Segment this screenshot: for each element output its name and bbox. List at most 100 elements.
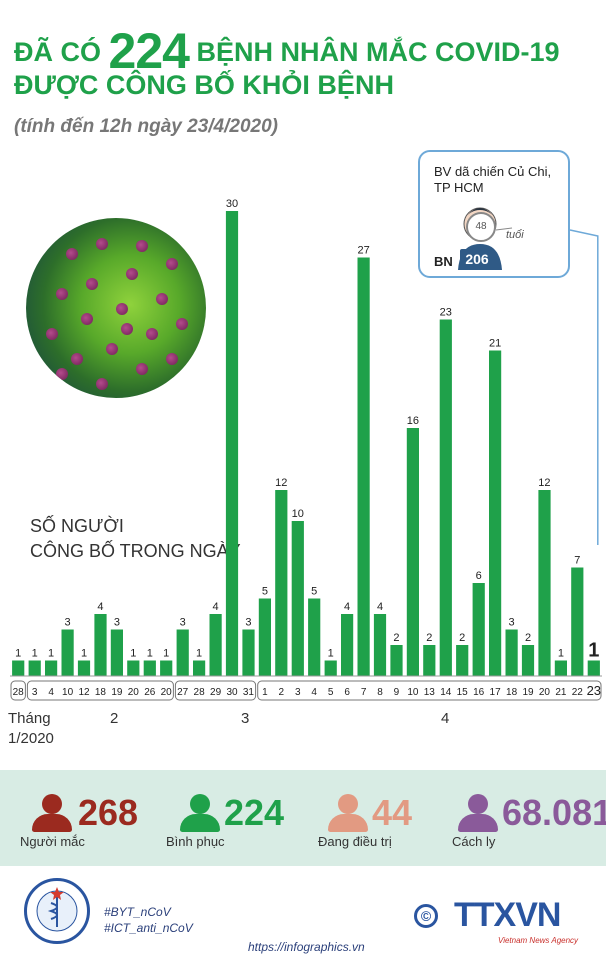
headline: ĐÃ CÓ 224 BỆNH NHÂN MẮC COVID-19 (14, 22, 560, 80)
virus-spike (136, 363, 148, 375)
bar (12, 660, 25, 676)
data-label: 23 (440, 307, 452, 319)
virus-illustration (26, 218, 206, 398)
x-tick-label: 26 (144, 687, 156, 698)
virus-spike (56, 368, 68, 380)
month-bracket (257, 680, 602, 701)
bar (373, 614, 387, 676)
bn-number: 206 (460, 249, 494, 269)
data-label: 6 (476, 570, 482, 582)
x-tick-label: 21 (555, 687, 567, 698)
data-label: 5 (262, 586, 268, 598)
x-tick-label: 19 (522, 687, 534, 698)
bar (225, 211, 239, 676)
virus-spike (96, 378, 108, 390)
data-label: 3 (114, 617, 120, 629)
x-tick-label: 10 (407, 687, 419, 698)
stat-quarantine-value: 68.081 (502, 792, 606, 833)
virus-spike (81, 313, 93, 325)
bar (571, 567, 584, 676)
virus-spike (71, 353, 83, 365)
stat-infected-value: 268 (78, 792, 139, 833)
data-label: 1 (196, 648, 202, 660)
age-badge: 48 (466, 212, 496, 242)
x-tick-label: 8 (377, 687, 383, 698)
source-link[interactable]: https://infographics.vn (248, 940, 365, 954)
data-label: 10 (292, 508, 304, 520)
bar (160, 660, 173, 676)
stat-treating-label: Đang điều trị (318, 834, 392, 849)
bar (193, 660, 206, 676)
month-label-2: 2 (110, 710, 119, 727)
person-icon (326, 794, 370, 834)
x-tick-label: 5 (328, 687, 334, 698)
data-label: 3 (509, 617, 515, 629)
data-label: 5 (311, 586, 317, 598)
x-tick-label: 3 (32, 687, 38, 698)
virus-spike (176, 318, 188, 330)
data-label: 1 (328, 648, 334, 660)
bn-label: BN (434, 254, 453, 269)
bar (357, 257, 370, 676)
copyright-icon: © (414, 904, 438, 928)
virus-spike (146, 328, 158, 340)
hashtag-byt[interactable]: #BYT_nCoV (104, 905, 171, 919)
bar (472, 583, 485, 676)
bar (110, 629, 123, 676)
data-label: 1 (48, 648, 54, 660)
x-tick-label: 9 (394, 687, 400, 698)
data-label: 12 (538, 477, 550, 489)
data-label: 2 (525, 632, 531, 644)
bar (308, 598, 321, 676)
ministry-of-health-logo (24, 878, 90, 944)
data-label: 1 (32, 648, 38, 660)
data-label: 1 (588, 640, 599, 662)
bar (291, 521, 304, 676)
month-bracket (10, 680, 26, 701)
callout-text: BV dã chiến Củ Chi, TP HCM (434, 164, 552, 195)
hashtag-ict[interactable]: #ICT_anti_nCoV (104, 921, 193, 935)
data-label: 4 (344, 601, 350, 613)
data-label: 12 (275, 477, 287, 489)
x-tick-label: 23 (587, 683, 601, 698)
data-label: 7 (574, 555, 580, 567)
headline-line2: ĐƯỢC CÔNG BỐ KHỎI BỆNH (14, 70, 394, 100)
hashtags: #BYT_nCoV #ICT_anti_nCoV (104, 904, 193, 936)
virus-spike (96, 238, 108, 250)
bar (45, 660, 58, 676)
virus-spike (136, 240, 148, 252)
x-tick-label: 17 (490, 687, 502, 698)
x-tick-label: 18 (506, 687, 518, 698)
data-label: 30 (226, 198, 238, 210)
x-tick-label: 12 (78, 687, 90, 698)
x-tick-label: 16 (473, 687, 485, 698)
x-tick-label: 29 (210, 687, 222, 698)
data-label: 16 (407, 415, 419, 427)
bar (61, 629, 74, 676)
stat-quarantine-label: Cách ly (452, 834, 496, 849)
x-tick-label: 15 (457, 687, 469, 698)
virus-spike (166, 353, 178, 365)
virus-spike (56, 288, 68, 300)
month-bracket (26, 680, 174, 701)
ttxvn-subtitle: Vietnam News Agency (498, 936, 579, 945)
x-tick-label: 19 (111, 687, 123, 698)
data-label: 3 (180, 617, 186, 629)
data-label: 2 (459, 632, 465, 644)
virus-spike (166, 258, 178, 270)
bar (489, 350, 502, 676)
age-unit: tuổi (506, 229, 524, 241)
callout-leader-line (569, 229, 599, 545)
headline-number: 224 (108, 23, 190, 79)
x-tick-label: 14 (440, 687, 452, 698)
virus-spike (156, 293, 168, 305)
x-tick-label: 2 (279, 687, 285, 698)
month-label-4: 4 (441, 710, 450, 727)
x-tick-label: 18 (95, 687, 107, 698)
stat-treating-value: 44 (372, 792, 413, 833)
bar-chart: 1281314310112418319120126120327128429303… (10, 198, 602, 701)
month-prefix: Tháng (8, 710, 51, 727)
person-icon (178, 794, 222, 834)
x-tick-label: 4 (48, 687, 54, 698)
month-bracket (174, 680, 257, 701)
